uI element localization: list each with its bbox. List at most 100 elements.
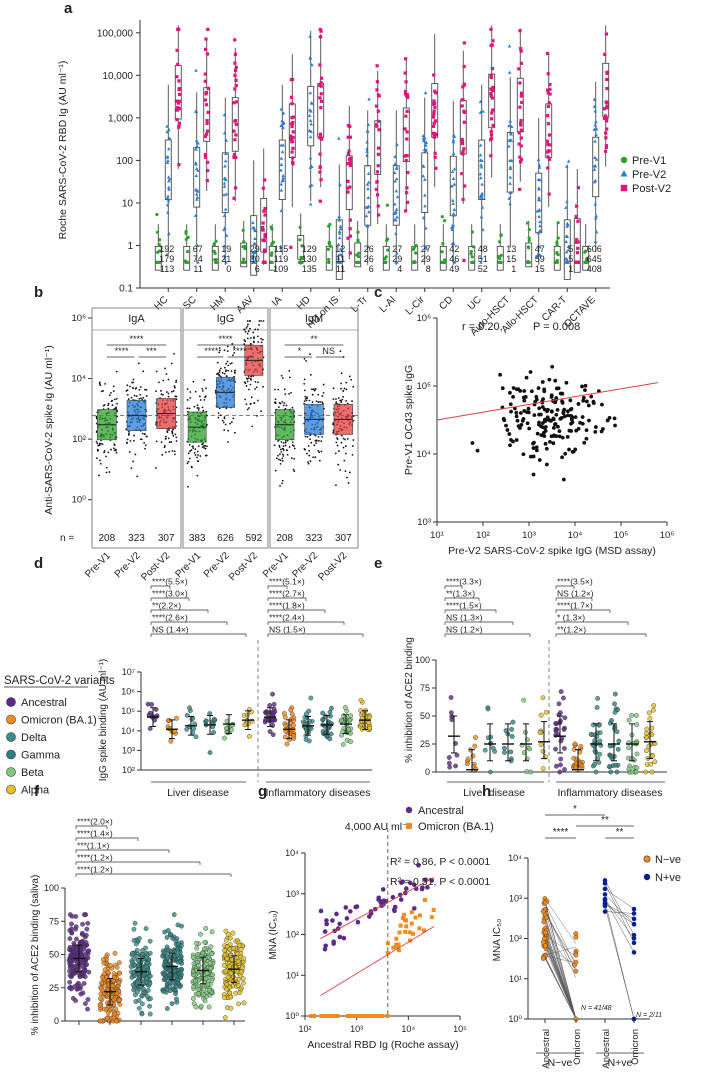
h-pair-line [544, 901, 577, 1020]
h-npos-point [602, 901, 608, 907]
b-point [277, 406, 280, 409]
b-point [160, 441, 163, 443]
c-point [529, 389, 534, 394]
a-point [460, 171, 464, 176]
e-point [634, 713, 639, 718]
a-point [490, 43, 494, 47]
a-point [253, 249, 257, 253]
f-point [240, 976, 246, 982]
c-point [514, 438, 519, 442]
a-point [346, 190, 350, 194]
b-point [145, 435, 148, 438]
b-point [196, 404, 199, 407]
a-point [452, 260, 457, 264]
f-point [99, 980, 104, 986]
f-point [235, 951, 241, 957]
a-point [546, 150, 550, 154]
b-point [291, 441, 294, 444]
a-point [404, 209, 408, 213]
b-point [107, 404, 109, 407]
g-x-tick-label: 10² [298, 1024, 311, 1034]
a-point [508, 166, 513, 170]
f-point [131, 938, 137, 943]
e-y-label: % inhibition of ACE2 binding [404, 637, 415, 763]
a-point [318, 170, 322, 174]
a-point [336, 256, 341, 260]
c-point [551, 434, 556, 438]
g-omicron-point [385, 1014, 390, 1018]
g-omicron-point [413, 915, 418, 920]
a-point [234, 65, 238, 69]
a-point [232, 196, 236, 200]
b-point [218, 347, 221, 349]
a-point [177, 121, 182, 125]
h-sig-label: * [573, 804, 577, 815]
g-omicron-point [409, 910, 414, 915]
d-group-label: Inflammatory diseases [265, 787, 370, 799]
b-point [345, 388, 348, 391]
a-point [480, 205, 485, 209]
b-point [172, 435, 175, 437]
a-point [536, 177, 541, 182]
a-point [224, 260, 228, 264]
e-point [557, 769, 563, 775]
a-point [262, 260, 266, 264]
a-point [479, 165, 484, 169]
c-point [518, 411, 523, 415]
a-point [318, 35, 323, 39]
h-category-label: Ancestral [541, 1029, 552, 1069]
b-point [105, 471, 108, 474]
b-point [196, 474, 199, 477]
b-point [303, 448, 306, 450]
a-point [489, 75, 493, 80]
a-point [279, 245, 283, 249]
a-n-post-v2: 19 [221, 244, 231, 254]
a-point [366, 186, 370, 191]
c-point [536, 386, 541, 391]
a-point [203, 72, 207, 76]
d-sig-label: ****(5.5×) [152, 577, 188, 587]
e-point [562, 746, 567, 751]
b-point [312, 456, 315, 459]
e-sig-label: * (1.3×) [557, 613, 585, 623]
a-point [175, 99, 179, 103]
a-point [431, 115, 436, 119]
e-point [644, 748, 649, 754]
c-point [555, 407, 560, 412]
f-point [210, 972, 216, 978]
b-point [188, 407, 191, 410]
f-point [70, 995, 76, 1001]
b-point [322, 383, 325, 386]
d-point [308, 726, 314, 731]
e-point [597, 751, 603, 757]
b-point [186, 399, 189, 401]
a-point [547, 133, 552, 137]
a-point [155, 212, 159, 217]
b-point [286, 453, 289, 456]
b-point [186, 485, 189, 488]
h-pair-line [604, 899, 635, 953]
b-n-value: 323 [128, 533, 145, 544]
a-point [298, 238, 302, 242]
a-point [566, 159, 571, 163]
f-point [143, 964, 149, 970]
b-point [230, 370, 233, 373]
e-sig-label: ****(3.5×) [557, 577, 593, 587]
a-point [222, 131, 227, 135]
a-point [507, 70, 512, 74]
a-point [194, 173, 199, 178]
g-legend-marker [405, 806, 413, 814]
a-point [405, 137, 409, 141]
a-point [204, 92, 208, 96]
e-y-tick-label: 25 [420, 739, 430, 749]
a-point [519, 46, 523, 51]
f-point [209, 929, 215, 935]
b-point [133, 434, 135, 437]
b-point [306, 452, 308, 455]
d-y-tick-label: 10⁵ [121, 706, 135, 716]
a-n-post-v2: 129 [302, 244, 317, 254]
b-point [332, 387, 335, 390]
e-point [644, 726, 650, 732]
a-point [509, 138, 514, 142]
b-point [175, 398, 178, 401]
